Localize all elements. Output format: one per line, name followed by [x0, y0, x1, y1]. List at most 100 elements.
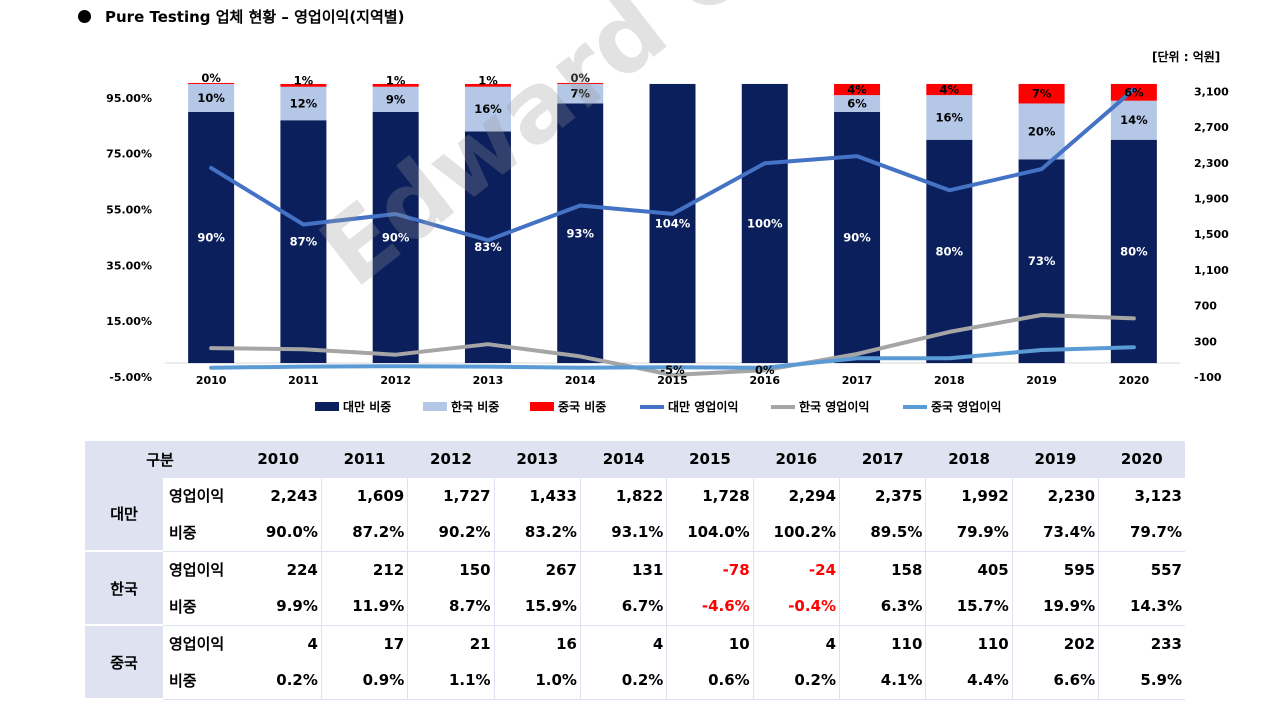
table-cell: 15.9% [493, 588, 581, 626]
bar-taiwan-share [741, 83, 788, 364]
table-cell: 233 [1098, 625, 1185, 662]
bar-label-taiwan: 93% [566, 226, 594, 240]
y-left-tick-label: 55.00% [106, 204, 152, 217]
bar-label-korea: 12% [290, 96, 318, 110]
bar-taiwan-share [834, 111, 881, 364]
x-tick-label: 2016 [749, 374, 780, 387]
bar-label-china: 4% [847, 83, 867, 97]
bar-label-taiwan: 83% [474, 240, 502, 254]
table-row: 중국 영업이익 4 17 21 16 4 10 4 110 110 202 233 [85, 625, 1185, 700]
bar-label-china: 6% [1124, 85, 1144, 99]
table-cell: 6.3% [839, 588, 926, 626]
bar-taiwan-share [926, 139, 973, 364]
bar-label-korea: 16% [474, 102, 502, 116]
table-cell: 3,123 [1098, 477, 1185, 514]
bar-korea-share [1018, 103, 1065, 160]
bar-china-share [464, 83, 511, 87]
table-cell: -4.6% [666, 588, 754, 626]
table-region-cell: 한국 [85, 551, 163, 626]
bar-taiwan-share [557, 103, 604, 364]
table-cell: 0.2% [235, 662, 322, 700]
table-cell: 557 [1098, 551, 1185, 588]
table-cell: 267 [493, 551, 581, 588]
table-cell: 100.2% [752, 514, 840, 552]
bar-label-taiwan: 90% [843, 230, 871, 244]
bar-label-taiwan: 90% [197, 230, 225, 244]
table-cell: 595 [1011, 551, 1099, 588]
table-cell: 158 [839, 551, 926, 588]
bar-china-share [557, 82, 604, 84]
x-tick-label: 2014 [565, 374, 596, 387]
table-header-cell: 2013 [494, 441, 581, 478]
table-cell: 21 [407, 625, 495, 662]
table-row: 한국 영업이익 224 212 150 267 131 -78 -24 158 405 595 557 [85, 551, 1185, 626]
unit-label: [단위 : 억원] [1152, 50, 1221, 64]
legend-label: 한국 비중 [451, 399, 499, 414]
table-row-label: 비중 [163, 662, 236, 700]
table-cell: 5.9% [1098, 662, 1185, 700]
y-right-tick-label: 700 [1194, 300, 1217, 313]
bar-taiwan-share [1018, 159, 1065, 364]
table-cell: 17 [320, 625, 408, 662]
bar-label-korea: -5% [660, 363, 685, 377]
table-cell: 1,822 [579, 477, 667, 514]
table-cell: 15.7% [925, 588, 1013, 626]
table-cell: 0.9% [320, 662, 408, 700]
bar-taiwan-share [280, 120, 327, 364]
table-cell: 10 [666, 625, 754, 662]
legend-swatch [530, 402, 554, 411]
y-right-tick-label: -100 [1194, 371, 1222, 384]
x-tick-label: 2010 [196, 374, 227, 387]
table-cell: 110 [925, 625, 1013, 662]
bar-taiwan-share [372, 111, 419, 364]
table-header-cell: 2010 [235, 441, 322, 478]
line-china-profit [209, 345, 1136, 370]
table-row-label: 영업이익 [169, 635, 225, 654]
bar-label-china: 0% [201, 71, 221, 85]
bar-label-korea: 9% [386, 92, 406, 106]
x-tick-label: 2017 [842, 374, 873, 387]
table-cell: 1,728 [666, 477, 754, 514]
bar-label-korea: 0% [755, 363, 775, 377]
table-cell: 2,375 [839, 477, 926, 514]
page-title: Pure Testing 업체 현황 – 영업이익(지역별) [78, 6, 404, 27]
bar-label-taiwan: 104% [655, 217, 691, 231]
table-region-cell: 중국 [85, 625, 163, 700]
bar-label-china: 4% [940, 83, 960, 97]
line-korea-profit [209, 313, 1136, 377]
table-cell: 79.7% [1098, 514, 1185, 552]
legend-label: 대만 영업이익 [668, 399, 738, 414]
y-left-tick-label: 35.00% [106, 259, 152, 272]
table-cell: 150 [407, 551, 495, 588]
table-cell: 2,230 [1011, 477, 1099, 514]
table-cell: 1,609 [320, 477, 408, 514]
bar-label-taiwan: 100% [747, 217, 783, 231]
bar-china-share [834, 83, 881, 96]
table-row: 비중 0.2% 0.9% 1.1% 1.0% 0.2% 0.6% 0.2% 4.1% 4.4% 6.… [85, 662, 1185, 700]
combo-chart: 95.00% 75.00% 55.00% 35.00% 15.00% -5.00% 3,10… [106, 71, 1229, 414]
table-cell: -78 [666, 551, 754, 588]
bar-korea-share [280, 86, 327, 121]
legend-swatch [315, 402, 339, 411]
table-cell: 79.9% [925, 514, 1013, 552]
table-row-label: 비중 [163, 514, 236, 552]
table-cell: 89.5% [839, 514, 926, 552]
bar-label-korea: 6% [847, 96, 867, 110]
table-row-label: 비중 [163, 588, 236, 626]
legend-label: 중국 영업이익 [931, 399, 1001, 414]
legend-label: 대만 비중 [343, 399, 391, 414]
y-left-tick-label: -5.00% [109, 371, 152, 384]
x-tick-label: 2015 [657, 374, 688, 387]
x-tick-label: 2011 [288, 374, 319, 387]
table-header-cell: 구분 [85, 441, 236, 478]
table-cell: 131 [579, 551, 667, 588]
table-header-cell: 2015 [666, 441, 754, 478]
y-right-tick-label: 3,100 [1194, 85, 1229, 98]
table-cell: 16 [493, 625, 581, 662]
table-cell: 8.7% [407, 588, 495, 626]
bar-china-share [280, 83, 327, 87]
x-tick-label: 2012 [380, 374, 411, 387]
bar-taiwan-share [464, 131, 511, 364]
table-row-label: 영업이익 [169, 487, 225, 506]
y-right-tick-label: 1,500 [1194, 228, 1229, 241]
